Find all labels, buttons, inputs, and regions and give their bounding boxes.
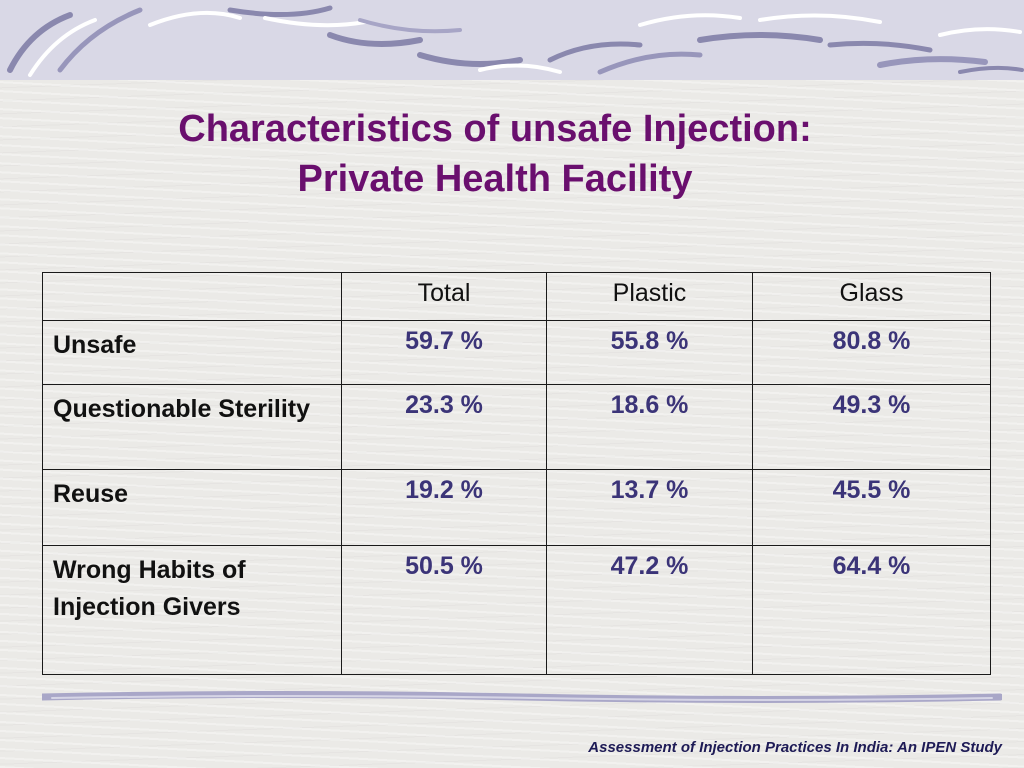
characteristics-table: Total Plastic Glass Unsafe 59.7 % 55.8 %…	[42, 272, 991, 675]
row-label: Unsafe	[42, 320, 342, 385]
slide-title: Characteristics of unsafe Injection: Pri…	[0, 104, 990, 204]
decorative-bottom-rule	[42, 691, 1002, 703]
slide-title-line1: Characteristics of unsafe Injection:	[178, 108, 812, 150]
cell-plastic: 55.8 %	[546, 320, 753, 385]
slide-footer: Assessment of Injection Practices In Ind…	[588, 739, 1002, 756]
table-row: Unsafe 59.7 % 55.8 % 80.8 %	[42, 320, 991, 385]
table-row: Questionable Sterility 23.3 % 18.6 % 49.…	[42, 384, 991, 470]
row-label: Wrong Habits of Injection Givers	[42, 545, 342, 675]
header-plastic: Plastic	[546, 272, 753, 321]
header-empty	[42, 272, 342, 321]
cell-plastic: 47.2 %	[546, 545, 753, 675]
row-label: Questionable Sterility	[42, 384, 342, 470]
table-row: Reuse 19.2 % 13.7 % 45.5 %	[42, 469, 991, 546]
cell-plastic: 13.7 %	[546, 469, 753, 546]
cell-glass: 64.4 %	[752, 545, 991, 675]
decorative-swirl-strokes	[7, 5, 1024, 77]
cell-glass: 49.3 %	[752, 384, 991, 470]
cell-total: 23.3 %	[341, 384, 547, 470]
header-glass: Glass	[752, 272, 991, 321]
table-row: Wrong Habits of Injection Givers 50.5 % …	[42, 545, 991, 675]
header-total: Total	[341, 272, 547, 321]
table-header-row: Total Plastic Glass	[42, 272, 991, 321]
cell-total: 50.5 %	[341, 545, 547, 675]
cell-glass: 45.5 %	[752, 469, 991, 546]
decorative-header-band	[0, 0, 1024, 80]
cell-total: 59.7 %	[341, 320, 547, 385]
row-label: Reuse	[42, 469, 342, 546]
cell-glass: 80.8 %	[752, 320, 991, 385]
cell-plastic: 18.6 %	[546, 384, 753, 470]
slide-title-line2: Private Health Facility	[297, 158, 693, 200]
cell-total: 19.2 %	[341, 469, 547, 546]
